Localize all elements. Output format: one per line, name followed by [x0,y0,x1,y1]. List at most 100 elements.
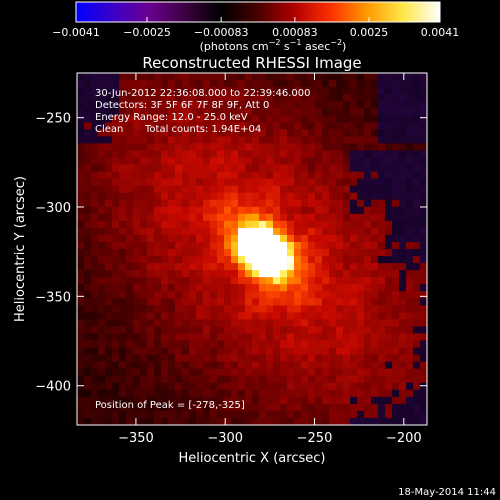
heatmap-cell [168,241,176,250]
heatmap-cell [266,298,274,306]
heatmap-cell [420,136,427,144]
heatmap-cell [182,333,190,342]
heatmap-cell [308,136,316,144]
heatmap-cell [238,403,246,412]
heatmap-cell [392,361,400,370]
heatmap-cell [231,206,239,215]
heatmap-cell [189,241,197,250]
heatmap-cell [420,157,427,166]
heatmap-cell [350,284,358,292]
heatmap-cell [112,108,120,116]
heatmap-cell [98,263,106,271]
heatmap-cell [126,143,134,152]
heatmap-cell [133,122,141,130]
heatmap-cell [378,284,386,292]
heatmap-cell [182,101,190,109]
heatmap-cell [301,270,309,278]
heatmap-cell [203,136,211,144]
heatmap-cell [175,241,183,250]
heatmap-cell [413,417,421,425]
heatmap-cell [140,87,148,95]
heatmap-cell [322,108,330,116]
heatmap-cell [315,171,323,180]
heatmap-cell [147,157,155,166]
heatmap-cell [112,150,120,159]
heatmap-cell [98,410,106,419]
heatmap-cell [364,234,372,243]
heatmap-cell [98,277,106,285]
heatmap-cell [329,199,337,208]
heatmap-cell [420,150,427,159]
heatmap-cell [217,115,225,123]
heatmap-cell [210,319,218,328]
heatmap-cell [91,347,99,356]
heatmap-cell [392,185,400,194]
heatmap-cell [273,171,281,180]
heatmap-cell [245,101,253,109]
heatmap-cell [203,164,211,173]
heatmap-cell [399,305,407,313]
heatmap-cell [91,136,99,144]
heatmap-cell [392,213,400,222]
heatmap-cell [238,241,246,250]
heatmap-cell [371,199,379,208]
heatmap-cell [210,382,218,391]
heatmap-cell [371,241,379,250]
heatmap-cell [182,234,190,243]
heatmap-cell [266,403,274,412]
heatmap-cell [301,368,309,377]
heatmap-cell [399,340,407,349]
heatmap-cell [294,396,302,405]
heatmap-cell [238,234,246,243]
heatmap-cell [315,270,323,278]
heatmap-cell [175,312,183,320]
heatmap-cell [336,382,344,391]
heatmap-cell [364,227,372,236]
heatmap-cell [420,80,427,88]
heatmap-cell [357,305,365,313]
heatmap-cell [294,417,302,425]
heatmap-cell [196,150,204,159]
heatmap-cell [252,241,260,250]
heatmap-cell [420,270,427,278]
heatmap-cell [182,199,190,208]
heatmap-cell [259,410,267,419]
heatmap-cell [329,298,337,306]
heatmap-cell [357,389,365,398]
heatmap-cell [91,270,99,278]
heatmap-cell [147,150,155,159]
heatmap-cell [259,192,267,201]
heatmap-cell [84,185,92,194]
heatmap-cell [329,249,337,257]
heatmap-cell [420,361,427,370]
heatmap-cell [266,312,274,320]
heatmap-cell [392,164,400,173]
heatmap-cell [154,256,162,264]
heatmap-cell [231,73,239,81]
heatmap-cell [210,192,218,201]
heatmap-cell [217,136,225,144]
heatmap-cell [210,101,218,109]
heatmap-cell [91,410,99,419]
heatmap-cell [84,375,92,384]
heatmap-cell [77,354,85,363]
heatmap-cell [266,234,274,243]
heatmap-cell [259,136,267,144]
heatmap-cell [238,101,246,109]
heatmap-cell [182,312,190,320]
heatmap-cell [336,164,344,173]
heatmap-cell [147,249,155,257]
heatmap-image [77,73,427,425]
heatmap-cell [406,129,414,137]
heatmap-cell [259,333,267,342]
heatmap-cell [252,157,260,166]
heatmap-cell [406,150,414,159]
heatmap-cell [119,101,127,109]
heatmap-cell [371,115,379,123]
heatmap-cell [329,157,337,166]
heatmap-cell [315,185,323,194]
heatmap-cell [238,326,246,335]
heatmap-cell [91,256,99,264]
heatmap-cell [259,396,267,405]
heatmap-cell [378,298,386,306]
